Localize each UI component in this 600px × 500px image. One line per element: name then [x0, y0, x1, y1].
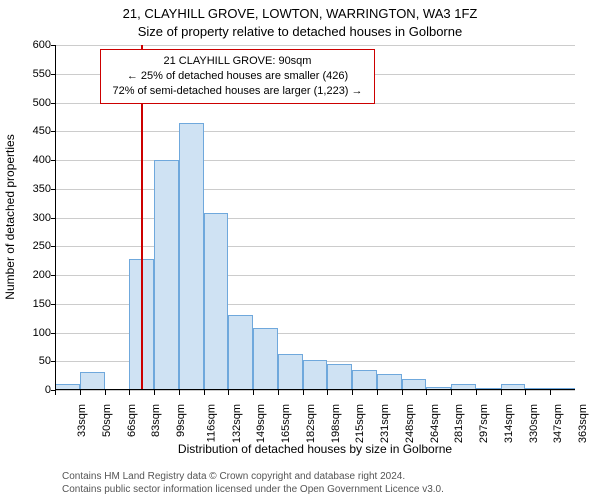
x-tick-label: 50sqm — [101, 404, 113, 437]
bar — [228, 315, 253, 390]
x-tick-label: 248sqm — [404, 404, 416, 443]
x-tick-label: 165sqm — [280, 404, 292, 443]
x-tick-mark — [278, 390, 279, 395]
annotation-box: 21 CLAYHILL GROVE: 90sqm ← 25% of detach… — [100, 49, 375, 104]
bar — [80, 372, 105, 390]
grid-line — [55, 160, 575, 161]
x-tick-mark — [377, 390, 378, 395]
x-tick-mark — [179, 390, 180, 395]
bar — [253, 328, 278, 390]
x-tick-label: 149sqm — [255, 404, 267, 443]
x-tick-label: 231sqm — [379, 404, 391, 443]
x-tick-label: 347sqm — [553, 404, 565, 443]
y-tick-label: 0 — [4, 384, 51, 396]
bar — [377, 374, 402, 390]
x-tick-mark — [105, 390, 106, 395]
x-tick-label: 182sqm — [305, 404, 317, 443]
x-tick-label: 116sqm — [205, 404, 217, 442]
y-tick-label: 500 — [4, 97, 51, 109]
grid-line — [55, 131, 575, 132]
x-tick-mark — [55, 390, 56, 395]
bar — [179, 123, 204, 390]
x-tick-mark — [501, 390, 502, 395]
x-tick-label: 314sqm — [503, 404, 515, 443]
x-tick-label: 66sqm — [126, 404, 138, 437]
annotation-line-3: 72% of semi-detached houses are larger (… — [109, 84, 366, 99]
bar — [154, 160, 179, 390]
x-tick-label: 132sqm — [231, 404, 243, 443]
chart-title-2: Size of property relative to detached ho… — [0, 24, 600, 39]
x-tick-label: 99sqm — [175, 404, 187, 437]
x-tick-label: 215sqm — [355, 404, 367, 443]
bar — [278, 354, 303, 390]
chart-title-1: 21, CLAYHILL GROVE, LOWTON, WARRINGTON, … — [0, 6, 600, 21]
x-tick-labels: 33sqm 50sqm 66sqm 83sqm 99sqm 116sqm 132sqm 149… — [55, 390, 575, 445]
x-tick-mark — [129, 390, 130, 395]
x-tick-mark — [303, 390, 304, 395]
x-tick-label: 297sqm — [478, 404, 490, 443]
chart-container: 21, CLAYHILL GROVE, LOWTON, WARRINGTON, … — [0, 0, 600, 500]
grid-line — [55, 246, 575, 247]
y-tick-label: 550 — [4, 68, 51, 80]
grid-line — [55, 189, 575, 190]
bar — [204, 213, 229, 390]
y-tick-label: 50 — [4, 355, 51, 367]
y-tick-label: 600 — [4, 39, 51, 51]
footer-line-1: Contains HM Land Registry data © Crown c… — [62, 471, 405, 482]
footer-line-2: Contains public sector information licen… — [62, 484, 444, 495]
bar — [327, 364, 352, 390]
bar — [303, 360, 328, 390]
x-tick-label: 264sqm — [429, 404, 441, 443]
annotation-line-1: 21 CLAYHILL GROVE: 90sqm — [109, 54, 366, 69]
x-tick-mark — [253, 390, 254, 395]
x-tick-mark — [451, 390, 452, 395]
x-tick-label: 83sqm — [150, 404, 162, 437]
annotation-line-2: ← 25% of detached houses are smaller (42… — [109, 69, 366, 84]
grid-line — [55, 218, 575, 219]
bar — [352, 370, 377, 390]
x-axis-title: Distribution of detached houses by size … — [55, 442, 575, 456]
x-tick-label: 33sqm — [76, 404, 88, 437]
x-tick-mark — [525, 390, 526, 395]
y-tick-label: 100 — [4, 327, 51, 339]
x-tick-mark — [204, 390, 205, 395]
x-tick-mark — [476, 390, 477, 395]
x-tick-label: 363sqm — [577, 404, 589, 443]
grid-line — [55, 45, 575, 46]
x-tick-label: 281sqm — [454, 404, 466, 443]
x-tick-mark — [402, 390, 403, 395]
x-tick-mark — [228, 390, 229, 395]
x-tick-mark — [550, 390, 551, 395]
plot-area: 21 CLAYHILL GROVE: 90sqm ← 25% of detach… — [55, 45, 575, 390]
y-axis-title: Number of detached properties — [3, 127, 17, 307]
x-tick-label: 198sqm — [330, 404, 342, 443]
x-tick-mark — [154, 390, 155, 395]
x-tick-label: 330sqm — [528, 404, 540, 443]
x-tick-mark — [352, 390, 353, 395]
y-axis-line — [55, 45, 56, 390]
x-tick-mark — [426, 390, 427, 395]
x-tick-mark — [80, 390, 81, 395]
x-tick-mark — [327, 390, 328, 395]
